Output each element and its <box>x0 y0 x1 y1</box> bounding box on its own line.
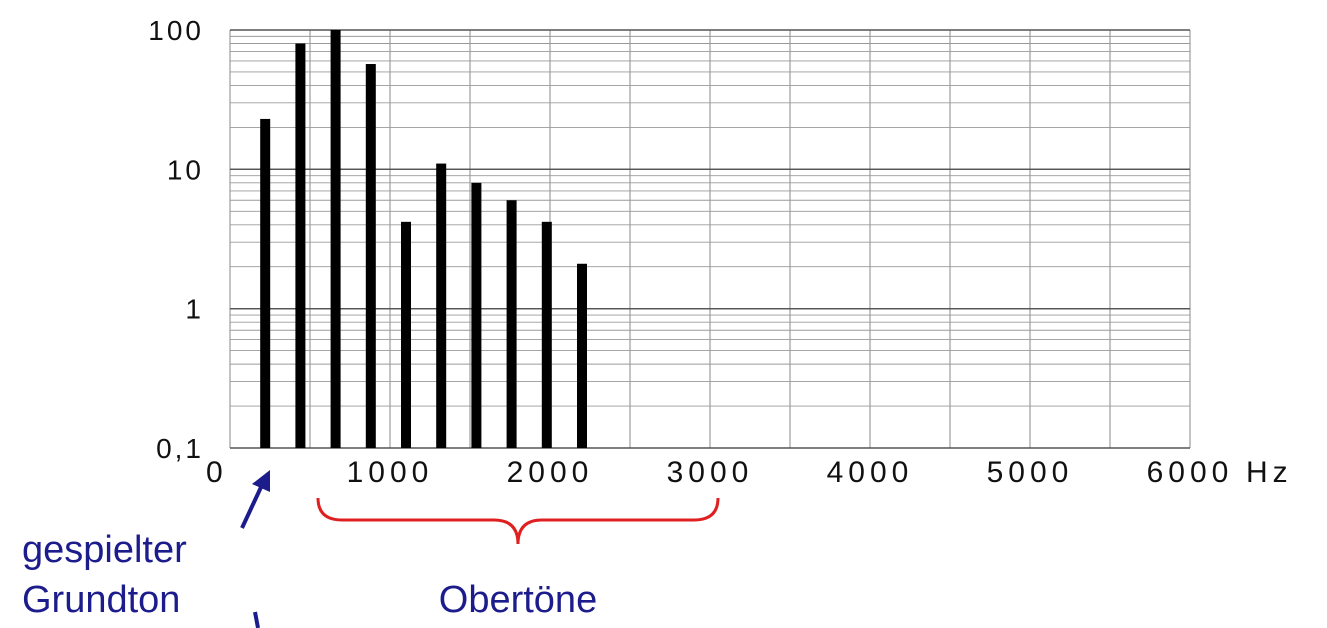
x-axis-unit: Hz <box>1246 456 1293 489</box>
y-axis-ticks: 100 10 1 0,1 <box>148 15 204 464</box>
y-tick-label: 10 <box>167 154 204 185</box>
y-tick-label: 0,1 <box>156 433 204 464</box>
bar <box>436 163 447 448</box>
x-axis-ticks: 0 1000 2000 3000 4000 5000 6000 <box>206 456 1234 489</box>
bar <box>506 200 517 448</box>
fundamental-label-line2: Grundton <box>22 579 180 621</box>
bar <box>260 118 271 448</box>
x-tick-label: 2000 <box>507 456 594 489</box>
y-tick-label: 1 <box>185 294 204 325</box>
x-tick-label: 4000 <box>827 456 914 489</box>
fundamental-arrow-line <box>240 484 264 529</box>
overtone-brace <box>316 497 720 545</box>
x-tick-label: 0 <box>206 456 228 489</box>
fundamental-pointer-stroke <box>253 611 260 628</box>
bar <box>330 30 341 448</box>
y-tick-label: 100 <box>148 15 204 46</box>
bar <box>401 221 411 448</box>
x-tick-label: 5000 <box>987 456 1074 489</box>
bar <box>471 182 482 449</box>
overtone-label: Obertöne <box>439 579 597 621</box>
bar-series <box>260 30 587 449</box>
bar <box>295 43 306 448</box>
x-tick-label: 1000 <box>347 456 434 489</box>
x-tick-label: 3000 <box>667 456 754 489</box>
bar <box>365 64 376 448</box>
fundamental-label-line1: gespielter <box>22 529 187 571</box>
x-tick-label: 6000 <box>1147 456 1234 489</box>
plot-grid <box>229 29 1191 449</box>
bar <box>541 221 552 448</box>
bar <box>577 263 587 448</box>
fundamental-arrow-head <box>252 470 270 492</box>
